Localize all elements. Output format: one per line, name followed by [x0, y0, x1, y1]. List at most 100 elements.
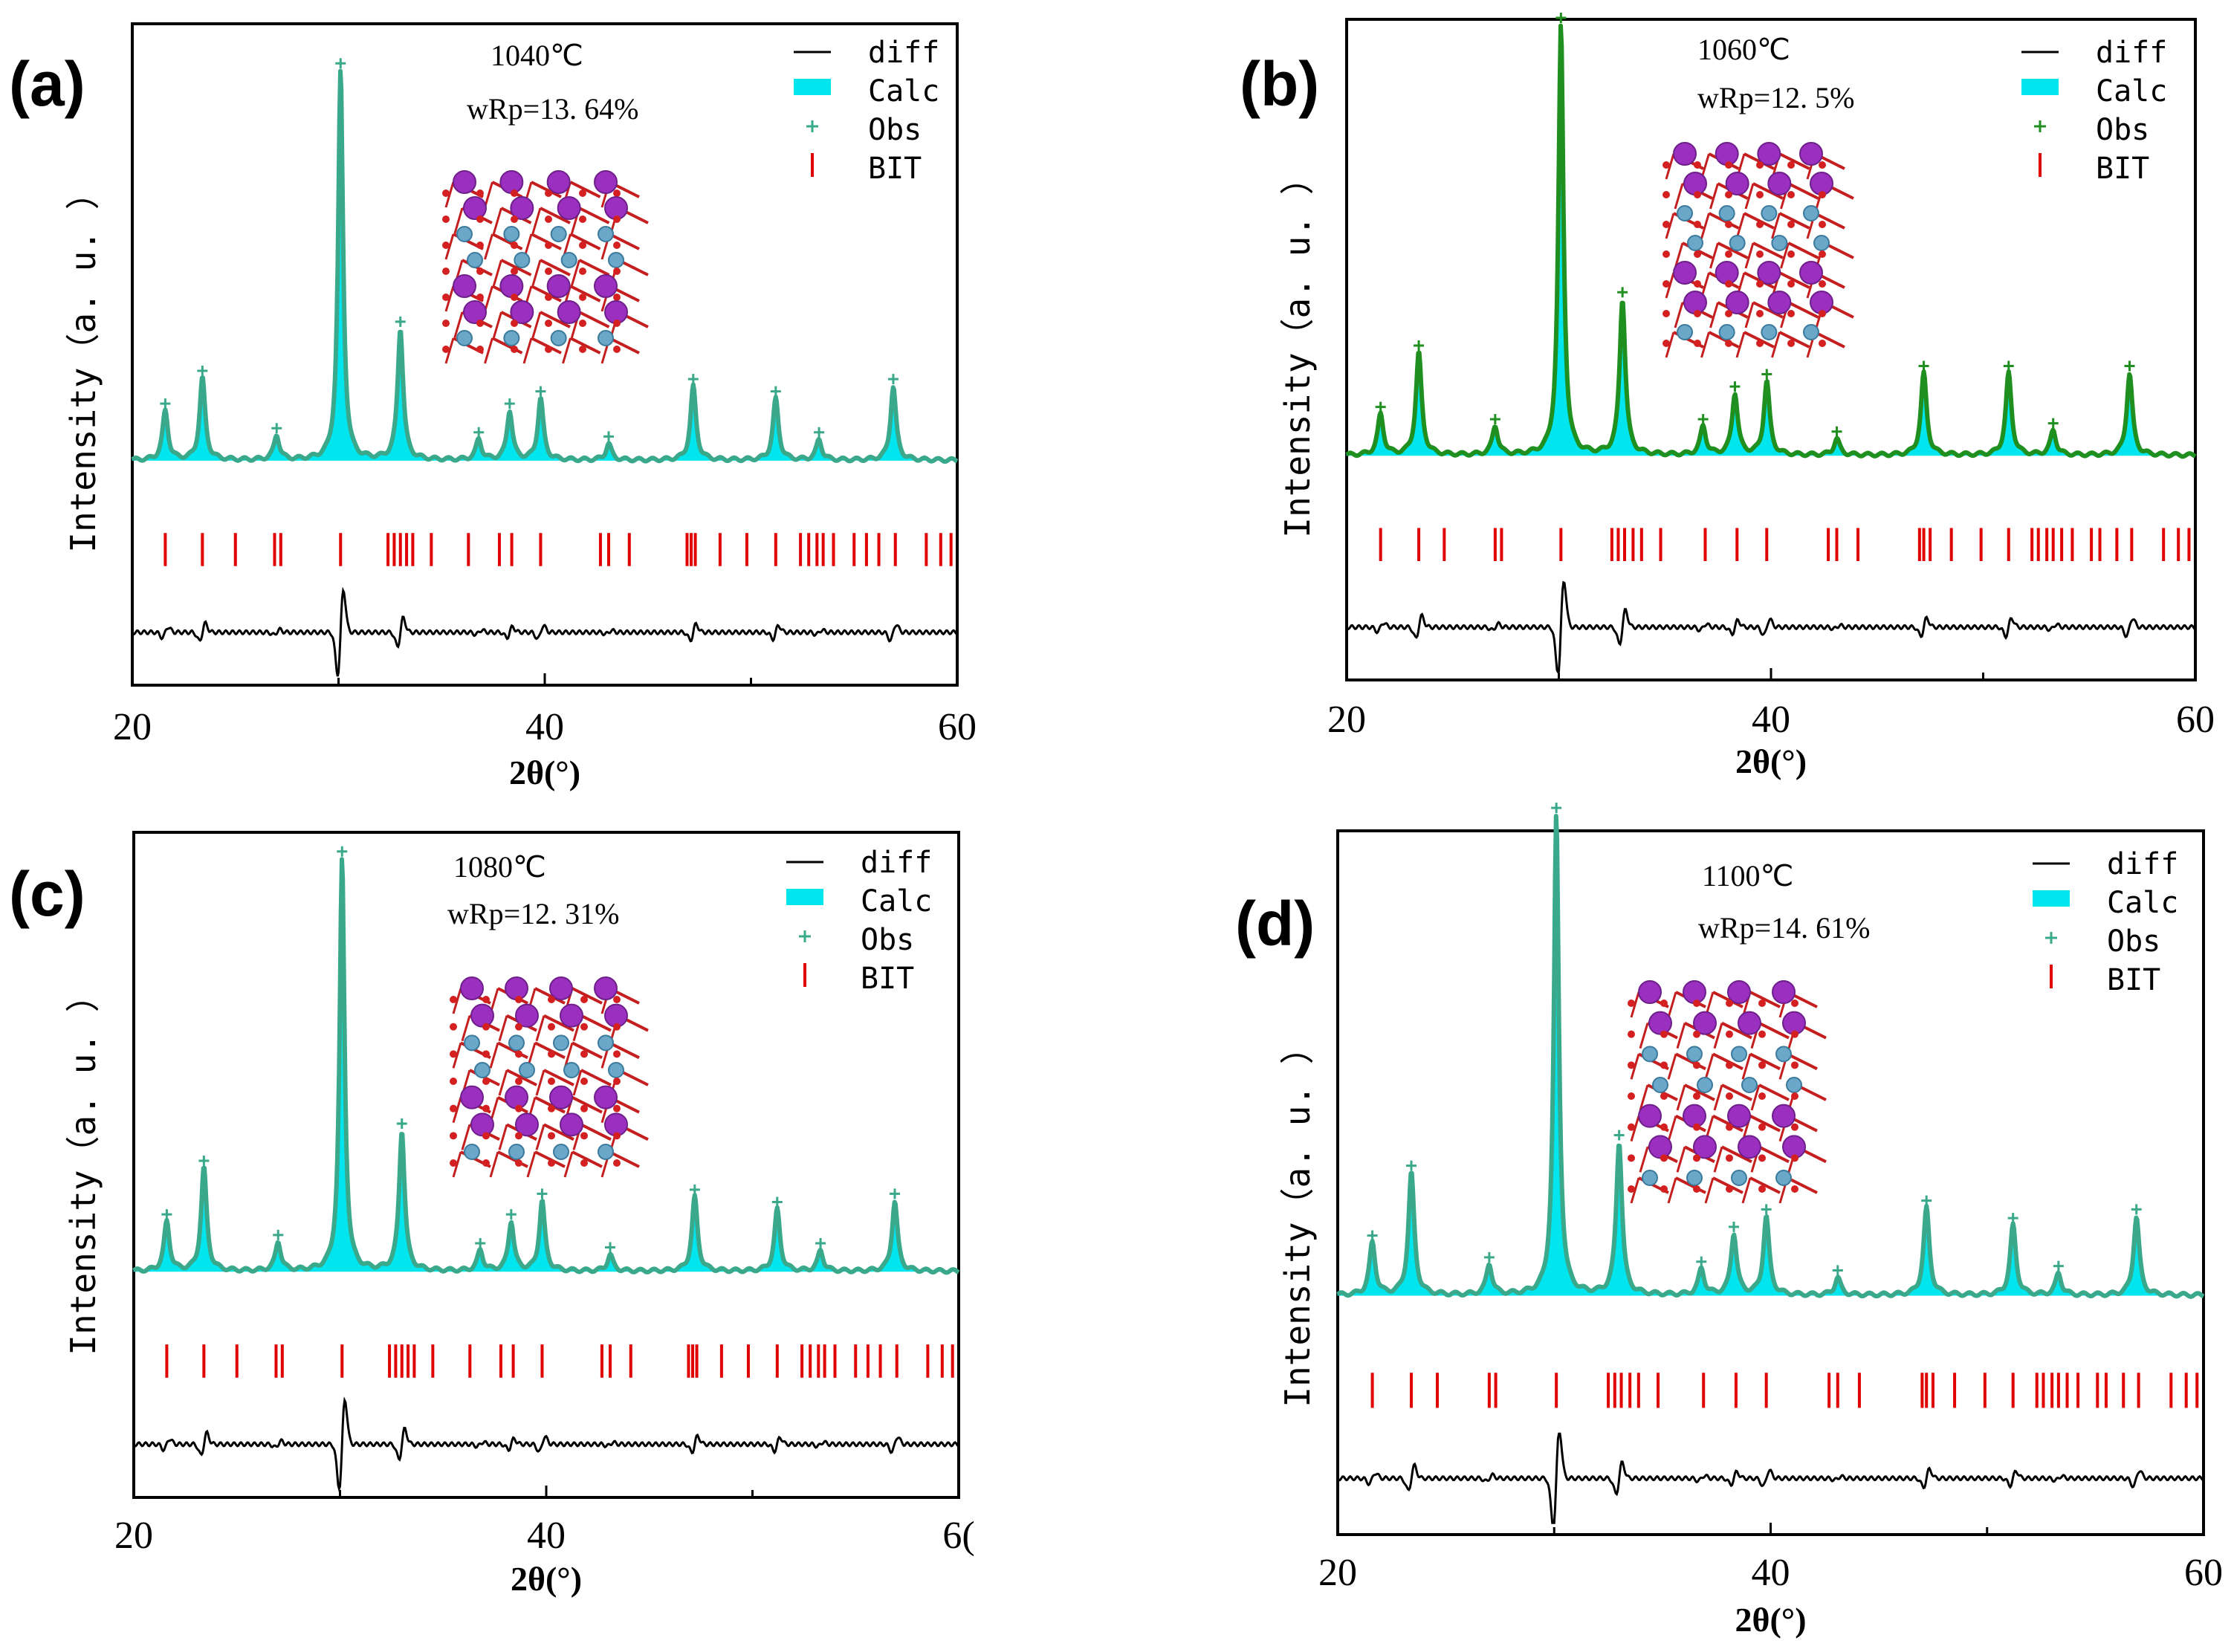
bond	[543, 1123, 574, 1141]
panel-label: (c)	[9, 859, 85, 929]
bi-atom	[499, 170, 524, 194]
obs-marker	[1613, 1130, 1625, 1141]
bond	[1741, 1053, 1752, 1080]
bond	[1630, 1115, 1640, 1142]
o-atom	[1662, 340, 1670, 347]
bond	[1665, 153, 1675, 180]
o-atom	[442, 294, 450, 301]
o-atom	[613, 242, 621, 249]
x-tick-label: 20	[113, 706, 152, 748]
bond	[1778, 152, 1810, 170]
legend-obs-swatch	[2034, 120, 2046, 132]
bond	[498, 1015, 508, 1042]
x-axis-label: 2θ(°)	[511, 1560, 582, 1598]
o-atom	[548, 1023, 555, 1031]
bond	[578, 207, 610, 224]
o-atom	[515, 1050, 522, 1058]
obs-marker	[2053, 1260, 2064, 1272]
o-atom	[482, 1023, 490, 1031]
obs-marker	[1921, 1195, 1932, 1206]
ti-atom	[474, 1062, 490, 1078]
ti-atom	[1761, 324, 1778, 340]
bond	[522, 337, 533, 364]
bond	[578, 259, 610, 276]
obs-marker	[1729, 381, 1741, 392]
obs-marker	[603, 431, 615, 442]
o-atom	[515, 1078, 522, 1085]
bond	[563, 1151, 574, 1178]
bond	[1630, 991, 1640, 1018]
bond	[1674, 242, 1684, 269]
o-atom	[580, 1078, 588, 1085]
bond	[531, 207, 542, 234]
obs-marker	[395, 316, 406, 327]
o-atom	[1787, 250, 1795, 258]
obs-marker	[1918, 360, 1929, 372]
o-atom	[1819, 191, 1826, 198]
obs-marker	[1414, 340, 1425, 351]
o-atom	[1726, 1092, 1733, 1100]
bi-atom	[1715, 142, 1739, 166]
o-atom	[482, 1132, 490, 1140]
bond	[531, 337, 562, 354]
legend-label-diff: diff	[2096, 36, 2167, 70]
o-atom	[482, 1078, 490, 1085]
o-atom	[579, 294, 586, 301]
bond	[1676, 1084, 1686, 1111]
o-atom	[1725, 191, 1732, 198]
bond	[461, 1015, 471, 1042]
o-atom	[1791, 1061, 1798, 1069]
bond	[1814, 331, 1845, 349]
bond	[1749, 1052, 1781, 1071]
o-atom	[1758, 1092, 1766, 1100]
diff-series	[1336, 1432, 2204, 1524]
x-axis-label: 2θ(°)	[1735, 742, 1807, 780]
obs-series	[1336, 814, 2205, 1299]
bond	[535, 1069, 545, 1096]
bond	[1667, 1177, 1677, 1204]
o-atom	[1726, 1030, 1733, 1038]
legend-label-bit: BIT	[2096, 152, 2149, 186]
bond	[506, 1069, 537, 1086]
bond	[452, 1042, 462, 1069]
bond	[1704, 1177, 1715, 1204]
bond	[609, 337, 640, 354]
bond	[1744, 183, 1755, 210]
o-atom	[1726, 1154, 1733, 1162]
x-tick-label: 40	[1752, 1552, 1790, 1594]
legend-calc-swatch	[2033, 890, 2070, 907]
bi-atom	[1638, 1104, 1662, 1128]
bi-atom	[1799, 142, 1823, 166]
bond	[1700, 331, 1710, 358]
bond	[484, 285, 493, 312]
legend-label-bit: BIT	[2107, 963, 2160, 997]
ti-atom	[456, 330, 473, 346]
o-atom	[450, 1078, 457, 1085]
o-atom	[1756, 161, 1764, 169]
ti-atom	[598, 1034, 614, 1052]
bond	[453, 311, 464, 338]
bond	[572, 987, 603, 1005]
o-atom	[545, 320, 552, 327]
legend-label-obs: Obs	[2096, 113, 2149, 147]
ti-atom	[1775, 1170, 1792, 1186]
obs-marker	[537, 1188, 548, 1199]
o-atom	[1725, 161, 1732, 169]
o-atom	[548, 1159, 555, 1167]
bond	[1744, 331, 1775, 349]
o-atom	[613, 1050, 621, 1058]
y-axis-label: Intensity（a. u. ）	[63, 175, 103, 552]
obs-marker	[1761, 369, 1772, 380]
bi-atom	[510, 300, 534, 324]
o-atom	[548, 1050, 555, 1058]
bond	[1752, 182, 1784, 200]
bond	[531, 285, 562, 302]
obs-marker	[1555, 13, 1567, 24]
bi-atom	[1683, 291, 1707, 314]
obs-marker	[197, 366, 208, 377]
o-atom	[1662, 191, 1670, 198]
bi-atom	[560, 1003, 583, 1028]
o-atom	[579, 242, 586, 249]
legend-label-diff: diff	[868, 36, 939, 70]
diff-series	[1345, 580, 2196, 673]
